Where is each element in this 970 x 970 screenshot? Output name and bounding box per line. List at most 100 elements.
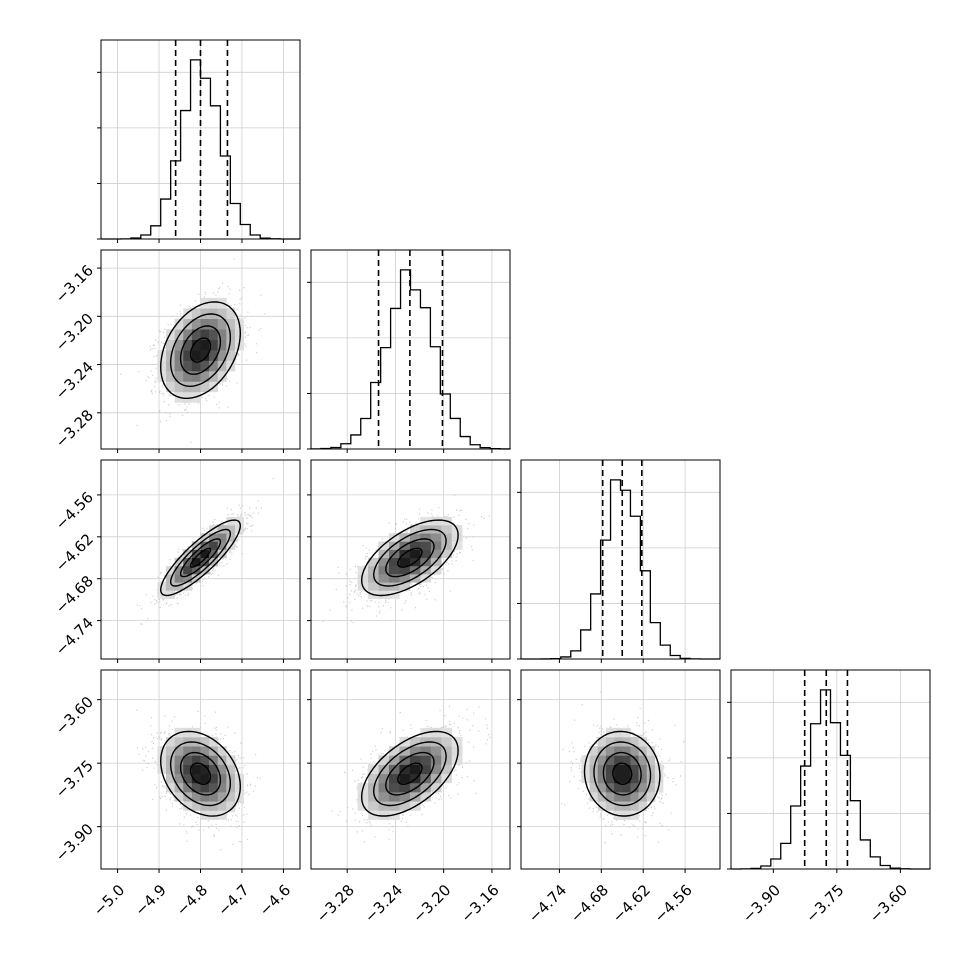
panel-body [101, 250, 300, 449]
density-cell [217, 308, 227, 320]
x-tick-label-1-3: −3.16 [457, 881, 502, 926]
density-cell [166, 746, 175, 756]
y-tick-label-1-1: −3.24 [52, 358, 97, 403]
density-cell [174, 737, 184, 747]
density-cell [646, 782, 656, 793]
density-cell [605, 764, 615, 775]
density-cell [654, 782, 664, 793]
density-cell [183, 773, 193, 784]
histogram-panel-0 [97, 39, 301, 243]
density-cell [630, 782, 639, 793]
density-cell [597, 755, 607, 765]
panel-frame [310, 669, 511, 870]
density-cell [378, 801, 390, 811]
density-cell [451, 746, 463, 756]
density-cell [399, 746, 411, 756]
density-cell [200, 764, 210, 775]
y-tick-label-2-2: −4.62 [52, 530, 97, 575]
density-cell [605, 792, 615, 802]
density-cell [622, 737, 631, 747]
density-cell [451, 541, 463, 550]
density-cell [183, 755, 193, 765]
contour-line [159, 730, 242, 817]
density-cell [409, 549, 421, 559]
density-cell [589, 755, 599, 765]
density-cell [646, 746, 656, 756]
density-cell [388, 755, 400, 765]
density-cell [200, 371, 210, 382]
y-tick-label-3-1: −3.75 [52, 756, 97, 801]
x-tick-label-1-2: −3.20 [409, 881, 454, 926]
density-cell [166, 339, 175, 351]
density-cell [399, 764, 411, 775]
density-cell [597, 764, 607, 775]
density-cell [226, 308, 236, 320]
panel-frame [520, 669, 721, 870]
y-tick-label-1-0: −3.28 [52, 406, 97, 451]
density-cell [209, 557, 219, 567]
density-cell [183, 329, 193, 340]
density-cell [200, 801, 210, 811]
density-cell [638, 801, 648, 811]
density-cell [191, 801, 201, 811]
density-cell [614, 755, 623, 765]
density-cell [183, 574, 193, 583]
density-cell [209, 297, 219, 309]
density-cell [191, 371, 201, 382]
density-cell [209, 773, 219, 784]
density-cell [399, 801, 411, 811]
density-cell [174, 371, 184, 382]
density-cell [200, 381, 210, 393]
panel-body [101, 670, 300, 869]
density-cell [630, 737, 639, 747]
density-cell [378, 792, 390, 802]
density-cell [200, 360, 210, 372]
density-cell [420, 746, 432, 756]
density-cell [420, 533, 432, 542]
x-tick-label-2-0: −4.74 [525, 881, 570, 926]
density-cell [183, 381, 193, 393]
histogram-panel-1 [307, 249, 511, 453]
density-cell [430, 541, 442, 550]
density-cell [217, 360, 227, 372]
panel-body [311, 460, 510, 659]
density-cell [378, 574, 390, 583]
density-cell [420, 792, 432, 802]
x-tick-label-0-2: −4.8 [173, 881, 211, 919]
density-cell [174, 582, 184, 591]
density-cell [614, 792, 623, 802]
density-cell [605, 737, 615, 747]
scatter-panel-2-0 [97, 459, 301, 663]
density-cell [388, 565, 400, 575]
density-cell [217, 764, 227, 775]
density-cell [191, 329, 201, 340]
density-cell [200, 541, 210, 550]
density-cell [441, 746, 453, 756]
density-cell [388, 764, 400, 775]
density-cell [430, 549, 442, 559]
contour-line [397, 547, 423, 568]
density-cell [399, 782, 411, 793]
density-cell [200, 557, 210, 567]
density-cell [368, 574, 379, 583]
density-cell [166, 565, 175, 575]
density-cell [200, 792, 210, 802]
density-cell [226, 773, 236, 784]
density-cell [217, 329, 227, 340]
density-cell [409, 541, 421, 550]
density-cell [638, 773, 648, 784]
contour-line [397, 762, 423, 785]
density-cell [209, 792, 219, 802]
density-cell [174, 360, 184, 372]
density-cell [200, 308, 210, 320]
density-cell [388, 557, 400, 567]
scatter-panel-2-1 [307, 459, 511, 663]
density-cell [200, 339, 210, 351]
density-cell [646, 755, 656, 765]
density-cell [209, 318, 219, 330]
x-tick-label-0-4: −4.6 [256, 881, 294, 919]
density-cell [441, 533, 453, 542]
density-cell [191, 308, 201, 320]
density-cell [622, 792, 631, 802]
density-cell [430, 737, 442, 747]
